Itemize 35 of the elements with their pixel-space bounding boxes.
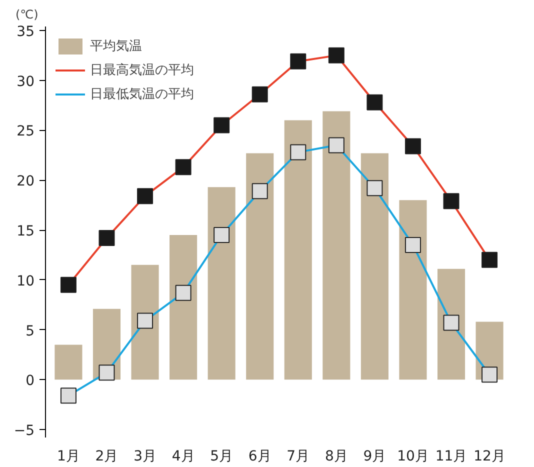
x-tick-label: 8月 [324,448,348,464]
bar [360,153,388,380]
x-tick-label: 4月 [172,448,195,464]
x-tick-label: 11月 [435,448,468,464]
bar [284,120,312,380]
y-tick-label: 30 [16,74,35,90]
bar [208,187,236,380]
x-tick-label: 5月 [210,448,234,464]
y-tick-label: 20 [16,174,35,190]
y-tick-label: 25 [16,124,35,140]
legend-label: 平均気温 [90,38,142,55]
bar [131,264,159,380]
y-tick-label: 10 [16,273,35,290]
bar [399,200,427,380]
x-tick-label: 3月 [134,448,156,464]
bar [246,153,274,380]
x-tick-label: 7月 [286,448,310,464]
bar [170,234,198,380]
legend-label: 日最低気温の平均 [90,86,194,103]
y-tick-label: 35 [16,24,35,40]
x-tick-label: 12月 [474,448,506,464]
y-tick-label: −5 [14,423,35,440]
x-tick-label: 1月 [57,448,80,464]
y-tick-label: 0 [26,373,35,390]
x-tick-label: 10月 [397,448,429,464]
bar [322,111,350,380]
bar [54,344,82,380]
x-tick-label: 9月 [363,448,386,464]
legend-label: 日最高気温の平均 [90,62,194,79]
x-tick-label: 6月 [248,448,272,464]
y-tick-label: 5 [26,323,35,340]
y-tick-label: 15 [16,224,35,240]
bar [437,268,466,380]
x-tick-label: 2月 [95,448,118,464]
y-axis-title: (℃) [16,8,38,22]
